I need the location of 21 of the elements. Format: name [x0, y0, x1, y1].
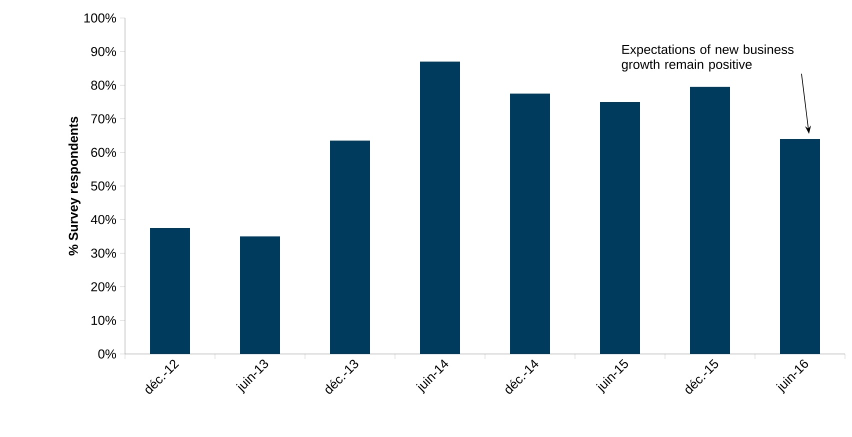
y-tick-label: 100% [84, 13, 116, 23]
bar [150, 228, 190, 354]
bar [330, 140, 370, 354]
y-tick-label: 60% [91, 148, 116, 157]
bar [240, 236, 280, 354]
y-tick-label: 50% [91, 181, 116, 191]
y-tick-label: 10% [92, 316, 116, 325]
y-axis-title: % Survey respondents [68, 116, 81, 256]
annotation: Expectations of new business growth remain positive [622, 44, 794, 72]
y-tick-label: 80% [91, 80, 116, 90]
bar [600, 102, 640, 354]
y-tick-label: 20% [91, 282, 116, 292]
y-tick-label: 40% [90, 214, 116, 224]
y-tick-label: 70% [91, 114, 116, 124]
bar [780, 138, 820, 354]
bar [510, 94, 550, 354]
bar [690, 86, 730, 354]
bar [420, 62, 460, 354]
y-tick-label: 0% [98, 349, 116, 359]
y-tick-label: 90% [91, 47, 116, 56]
y-tick-label: 30% [91, 248, 116, 258]
